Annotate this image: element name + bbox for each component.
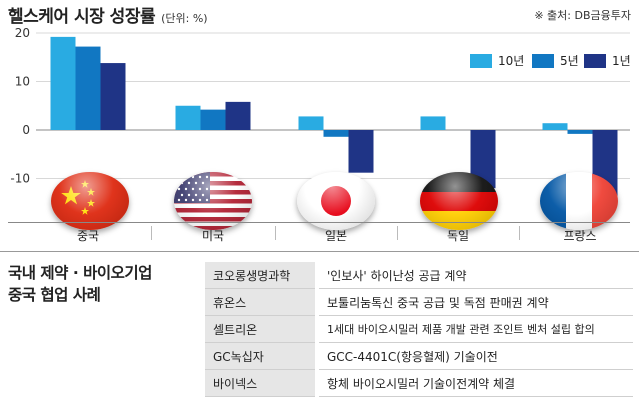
legend-label: 5년 xyxy=(560,54,579,68)
category-separator xyxy=(519,226,520,240)
legend-swatch xyxy=(470,53,492,68)
table-row: 셀트리온 1세대 바이오시밀러 제품 개발 관련 조인트 벤처 설립 합의 xyxy=(205,315,633,343)
y-tick-label: 0 xyxy=(22,123,30,137)
detail-cell: '인보사' 하이난성 공급 계약 xyxy=(317,262,633,289)
table-row: 휴온스 보툴리눔톡신 중국 공급 및 독점 판매권 계약 xyxy=(205,288,633,316)
table-row: 바이넥스 항체 바이오시밀러 기술이전계약 체결 xyxy=(205,369,633,397)
category-separator xyxy=(150,226,152,240)
company-cell: GC녹십자 xyxy=(205,342,319,370)
category-axis-line xyxy=(8,222,630,223)
legend-item: 1년 xyxy=(584,52,631,69)
detail-cell: GCC-4401C(항응혈제) 기술이전 xyxy=(317,342,633,370)
x-tick-label: 일본 xyxy=(324,229,348,243)
category-separator xyxy=(274,226,276,240)
company-cell: 휴온스 xyxy=(205,288,319,316)
bar-10년-일본 xyxy=(298,116,324,130)
bar-10년-중국 xyxy=(50,36,76,130)
legend-swatch xyxy=(584,53,606,68)
china-flag-icon xyxy=(51,172,129,230)
bar-1년-중국 xyxy=(100,63,126,130)
legend-label: 10년 xyxy=(498,54,525,68)
table-row: 코오롱생명과학 '인보사' 하이난성 공급 계약 xyxy=(205,262,633,289)
company-cell: 바이넥스 xyxy=(205,369,319,397)
section-divider xyxy=(0,251,639,252)
collaboration-table: 코오롱생명과학 '인보사' 하이난성 공급 계약 휴온스 보툴리눔톡신 중국 공… xyxy=(205,262,633,397)
section-title-line1: 국내 제약 · 바이오기업 xyxy=(8,264,152,282)
bar-10년-미국 xyxy=(175,105,201,130)
y-tick-label: 10 xyxy=(15,75,30,89)
france-flag-icon xyxy=(540,172,618,230)
x-tick-label: 프랑스 xyxy=(563,229,597,243)
legend-item: 10년 xyxy=(470,52,524,69)
source-note: ※ 출처: DB금융투자 xyxy=(534,9,631,22)
y-tick-label: -10 xyxy=(10,172,30,186)
company-cell: 셀트리온 xyxy=(205,315,319,343)
table-row: GC녹십자 GCC-4401C(항응혈제) 기술이전 xyxy=(205,342,633,370)
chart-header: 헬스케어 시장 성장률 (단위: %) xyxy=(8,2,208,27)
chart-title: 헬스케어 시장 성장률 xyxy=(8,7,156,27)
unit-label: (단위: %) xyxy=(161,12,208,25)
x-tick-label: 독일 xyxy=(446,229,470,243)
bar-5년-중국 xyxy=(75,46,101,130)
bar-5년-일본 xyxy=(323,130,349,137)
detail-cell: 보툴리눔톡신 중국 공급 및 독점 판매권 계약 xyxy=(317,288,633,316)
bar-1년-일본 xyxy=(348,130,374,173)
legend-swatch xyxy=(532,53,554,68)
y-tick-label: 20 xyxy=(15,26,30,40)
x-tick-label: 미국 xyxy=(201,229,225,243)
detail-cell: 1세대 바이오시밀러 제품 개발 관련 조인트 벤처 설립 합의 xyxy=(317,315,633,343)
usa-flag-icon xyxy=(174,172,252,230)
bar-10년-프랑스 xyxy=(542,123,568,130)
japan-flag-icon xyxy=(297,172,375,230)
company-cell: 코오롱생명과학 xyxy=(205,262,319,289)
section-title-line2: 중국 협업 사례 xyxy=(8,286,101,304)
bar-5년-미국 xyxy=(200,109,226,130)
legend-label: 1년 xyxy=(612,54,631,68)
detail-cell: 항체 바이오시밀러 기술이전계약 체결 xyxy=(317,369,633,397)
bar-5년-프랑스 xyxy=(567,130,593,134)
germany-flag-icon xyxy=(420,172,498,230)
category-separator xyxy=(397,226,398,240)
legend-item: 5년 xyxy=(532,52,579,69)
bar-1년-미국 xyxy=(225,101,251,130)
section-title: 국내 제약 · 바이오기업 중국 협업 사례 xyxy=(8,262,152,306)
x-tick-label: 중국 xyxy=(76,229,100,243)
bar-10년-독일 xyxy=(420,116,446,130)
